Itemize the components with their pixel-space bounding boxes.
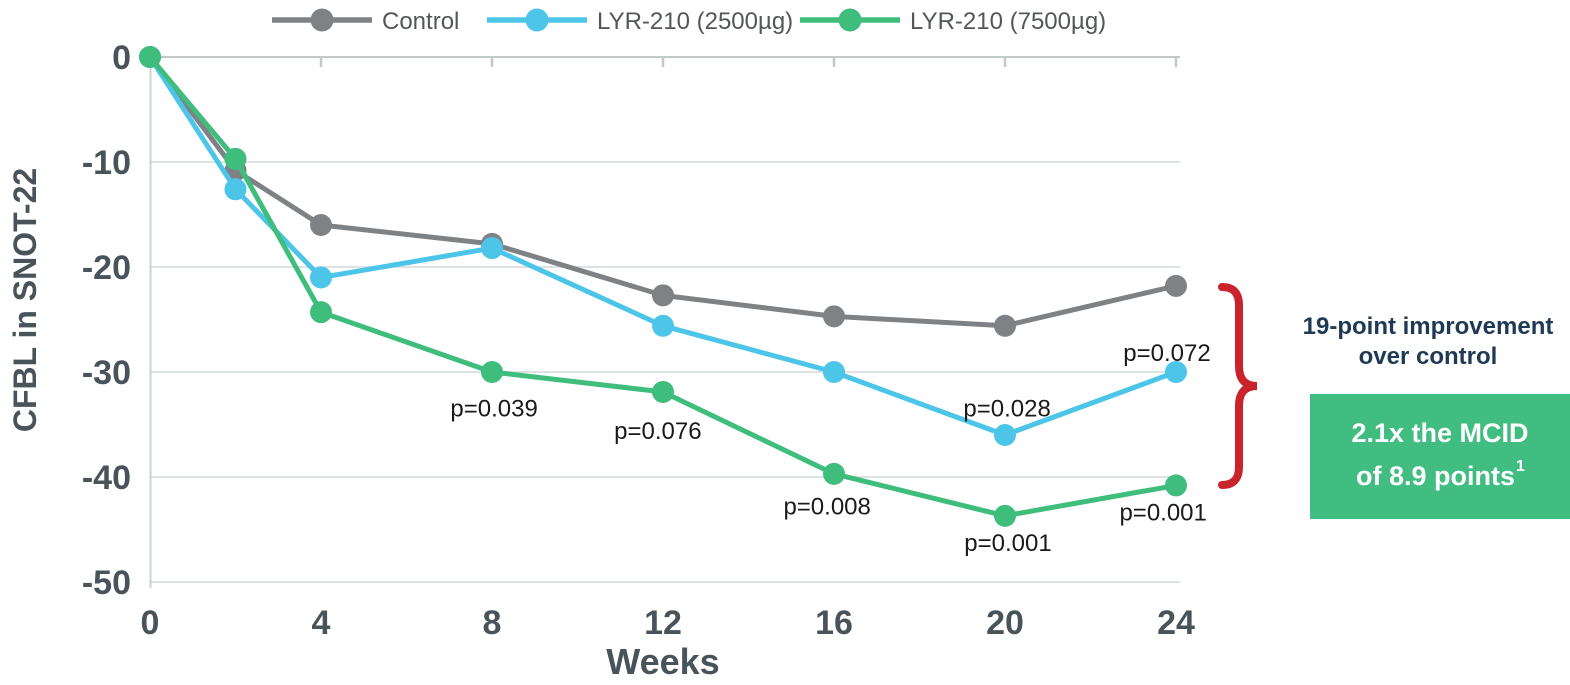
p-value-label-6: p=0.072 <box>1123 340 1210 367</box>
data-point-s3-w0 <box>139 46 161 68</box>
improvement-note-line2: over control <box>1358 343 1498 370</box>
mcid-box-line2: of 8.9 points1 <box>1356 458 1525 491</box>
legend-label-2: LYR-210 (2500µg) <box>597 8 793 35</box>
data-point-s2-w24 <box>1165 361 1187 383</box>
data-point-s3-w16 <box>823 462 845 485</box>
legend-label-3: LYR-210 (7500µg) <box>910 8 1106 35</box>
x-axis-title: Weeks <box>606 641 719 682</box>
mcid-footnote-marker: 1 <box>1516 458 1525 475</box>
series-line-3 <box>147 54 1179 519</box>
p-value-label-7: p=0.001 <box>1119 500 1206 527</box>
legend-marker-dot-2 <box>525 8 549 32</box>
data-point-s3-w4 <box>310 301 332 324</box>
legend-marker-dot-3 <box>838 8 862 32</box>
improvement-note-line1: 19-point improvement <box>1302 313 1554 340</box>
p-value-label-1: p=0.039 <box>450 396 537 423</box>
legend-label-1: Control <box>382 8 459 35</box>
data-point-s2-w12 <box>652 314 674 337</box>
mcid-box-line1: 2.1x the MCID <box>1351 418 1529 448</box>
mcid-box: 2.1x the MCID of 8.9 points1 <box>1310 394 1570 519</box>
data-point-s2-w20 <box>994 424 1016 446</box>
x-tick-label-20: 20 <box>986 604 1024 642</box>
data-point-s1-w12 <box>652 284 674 307</box>
data-point-s1-w24 <box>1165 274 1187 297</box>
x-tick-label-16: 16 <box>815 604 853 642</box>
y-axis-title: CFBL in SNOT-22 <box>7 168 43 432</box>
data-point-s3-w2 <box>224 147 247 170</box>
p-value-label-4: p=0.028 <box>963 396 1050 423</box>
x-tick-label-8: 8 <box>483 604 502 642</box>
y-tick-label--30: -30 <box>82 354 131 392</box>
x-tick-label-0: 0 <box>141 604 160 642</box>
legend-marker-dot-1 <box>310 8 334 32</box>
y-tick-label-0: 0 <box>112 39 131 77</box>
x-tick-label-24: 24 <box>1157 604 1195 642</box>
data-point-s2-w16 <box>823 361 845 383</box>
data-point-s1-w16 <box>823 305 845 328</box>
data-point-s2-w4 <box>310 266 332 289</box>
improvement-bracket-brace <box>1218 283 1258 489</box>
data-point-s3-w8 <box>481 361 503 383</box>
p-value-label-2: p=0.076 <box>614 418 701 445</box>
y-tick-label--40: -40 <box>82 459 131 497</box>
data-point-s3-w20 <box>994 504 1016 527</box>
x-tick-label-4: 4 <box>312 604 331 642</box>
y-tick-label--50: -50 <box>82 564 131 602</box>
data-point-s2-w8 <box>481 237 503 260</box>
y-tick-label--10: -10 <box>82 144 131 182</box>
p-value-label-5: p=0.001 <box>964 530 1051 557</box>
data-point-s2-w2 <box>224 178 247 201</box>
data-point-s3-w24 <box>1165 474 1187 497</box>
p-value-label-3: p=0.008 <box>783 493 870 520</box>
data-point-s3-w12 <box>652 380 674 403</box>
data-point-s1-w4 <box>310 214 332 236</box>
y-tick-label--20: -20 <box>82 249 131 287</box>
series-line-2 <box>147 54 1179 438</box>
x-tick-label-12: 12 <box>644 604 682 642</box>
improvement-note: 19-point improvement over control <box>1278 312 1570 372</box>
data-point-s1-w20 <box>994 314 1016 337</box>
